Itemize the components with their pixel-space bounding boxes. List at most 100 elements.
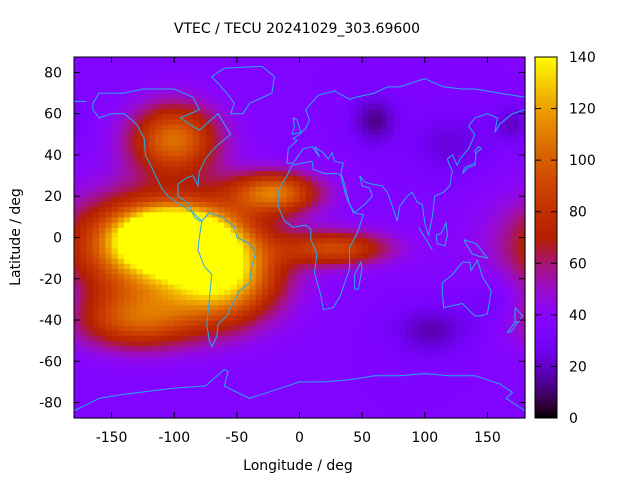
heatmap-cell [86,67,94,74]
heatmap-cell [387,397,395,404]
heatmap-cell [499,93,507,99]
heatmap-cell [174,392,182,398]
heatmap-cell [324,345,332,352]
heatmap-cell [330,124,338,130]
heatmap-cell [305,309,313,316]
heatmap-cell [499,124,507,130]
heatmap-cell [449,252,457,259]
heatmap-cell [186,397,194,404]
heatmap-cell [280,67,288,74]
heatmap-cell [286,93,294,99]
heatmap-cell [130,206,138,213]
heatmap-cell [261,227,269,233]
heatmap-cell [293,340,301,347]
heatmap-cell [456,124,463,130]
heatmap-cell [117,108,125,115]
heatmap-cell [330,294,338,300]
heatmap-cell [481,134,489,141]
heatmap-cell [130,98,138,105]
heatmap-cell [105,407,113,414]
heatmap-cell [506,263,514,270]
heatmap-cell [337,412,344,419]
heatmap-cell [255,160,263,166]
heatmap-cell [468,345,476,352]
heatmap-cell [474,407,482,414]
heatmap-cell [92,309,100,316]
heatmap-cell [487,402,495,409]
heatmap-cell [105,335,113,342]
heatmap-cell [255,402,263,409]
heatmap-cell [186,57,194,63]
heatmap-cell [380,211,388,218]
heatmap-cell [355,242,363,249]
heatmap-cell [211,325,219,331]
heatmap-cell [136,345,144,352]
heatmap-cell [205,361,213,368]
heatmap-cell [211,103,219,110]
heatmap-cell [130,113,138,120]
heatmap-cell [324,407,332,414]
heatmap-cell [374,227,382,233]
heatmap-cell [374,77,382,84]
heatmap-cell [330,196,338,202]
heatmap-cell [111,242,119,249]
heatmap-cell [456,185,463,192]
heatmap-cell [199,98,207,105]
heatmap-cell [293,227,301,233]
heatmap-cell [456,278,463,285]
heatmap-cell [205,98,213,105]
heatmap-cell [487,268,495,275]
heatmap-cell [481,175,489,182]
heatmap-cell [380,330,388,337]
heatmap-cell [149,170,157,177]
heatmap-cell [86,283,94,290]
heatmap-cell [268,268,276,275]
heatmap-cell [343,108,351,115]
heatmap-cell [437,320,445,326]
heatmap-cell [218,299,225,306]
heatmap-cell [180,201,188,208]
heatmap-cell [318,273,326,280]
heatmap-cell [512,62,520,68]
heatmap-cell [149,247,157,254]
heatmap-cell [405,165,413,172]
heatmap-cell [261,129,269,135]
heatmap-cell [456,180,463,187]
heatmap-cell [205,242,213,249]
heatmap-cell [437,154,445,161]
heatmap-cell [268,149,276,156]
heatmap-cell [142,93,150,99]
heatmap-cell [405,144,413,151]
heatmap-cell [274,392,282,398]
heatmap-cell [474,242,482,249]
heatmap-cell [130,170,138,177]
heatmap-cell [280,144,288,151]
heatmap-cell [368,154,376,161]
heatmap-cell [487,247,495,254]
heatmap-cell [105,350,113,357]
heatmap-cell [293,289,301,295]
heatmap-cell [211,149,219,156]
heatmap-cell [418,108,426,115]
heatmap-cell [424,387,432,393]
heatmap-cell [506,144,514,151]
heatmap-cell [161,144,169,151]
heatmap-cell [268,289,276,295]
heatmap-cell [437,165,445,172]
heatmap-cell [230,407,238,414]
heatmap-cell [261,299,269,306]
heatmap-cell [449,134,457,141]
heatmap-cell [299,108,307,115]
heatmap-cell [387,154,395,161]
heatmap-cell [193,237,200,244]
heatmap-cell [418,175,426,182]
heatmap-cell [456,402,463,409]
heatmap-cell [161,340,169,347]
heatmap-cell [155,222,163,228]
heatmap-cell [337,134,344,141]
heatmap-cell [518,392,526,398]
heatmap-cell [399,77,407,84]
heatmap-cell [443,191,451,197]
heatmap-cell [80,376,88,383]
heatmap-cell [161,139,169,146]
